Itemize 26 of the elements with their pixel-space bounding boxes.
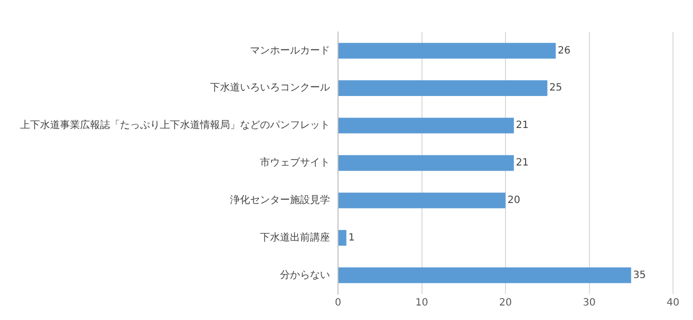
data-label: 21 (516, 158, 529, 169)
bar (338, 42, 556, 59)
y-tick-label: 市ウェブサイト (260, 156, 330, 169)
data-label: 1 (348, 232, 355, 244)
x-tick-label: 10 (415, 298, 428, 309)
bar (338, 267, 632, 284)
data-label: 26 (558, 45, 570, 56)
x-tick-label: 20 (499, 298, 512, 309)
bar (338, 80, 548, 96)
bar (338, 192, 506, 208)
x-tick-label: 40 (666, 298, 680, 309)
y-tick-label: 浄化センター施設見学 (230, 194, 330, 206)
x-tick-label: 30 (582, 298, 596, 309)
x-tick-label: 0 (334, 298, 342, 309)
y-tick-label: 下水道いろいろコンクール (210, 82, 330, 94)
bar (338, 230, 346, 246)
y-tick-label: 分からない (280, 268, 330, 281)
data-label: 25 (549, 82, 562, 94)
data-label: 35 (633, 270, 646, 281)
bar (338, 155, 514, 171)
y-tick-label: 上下水道事業広報誌「たっぷり上下水道情報局」などのパンフレット (20, 119, 330, 132)
y-tick-label: 下水道出前講座 (260, 231, 330, 244)
bar (338, 118, 514, 134)
y-tick-label: マンホールカード (250, 45, 330, 56)
data-label: 20 (508, 195, 520, 206)
data-label: 21 (516, 120, 529, 132)
